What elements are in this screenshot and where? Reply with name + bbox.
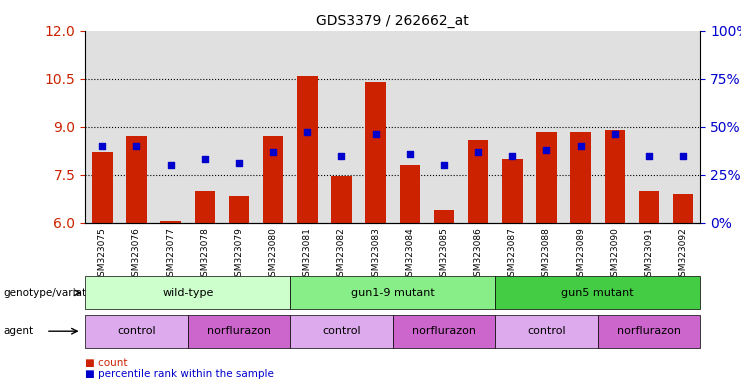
Bar <box>297 76 318 223</box>
Point <box>370 131 382 137</box>
Point <box>199 156 210 162</box>
Point <box>336 152 348 159</box>
Bar <box>365 82 386 223</box>
Point <box>643 152 655 159</box>
Bar <box>427 31 461 223</box>
Bar <box>263 136 283 223</box>
Text: control: control <box>322 326 361 336</box>
Bar <box>331 176 352 223</box>
Bar <box>119 31 153 223</box>
Text: control: control <box>527 326 566 336</box>
Bar <box>564 31 598 223</box>
Text: norflurazon: norflurazon <box>412 326 476 336</box>
Bar <box>502 159 522 223</box>
Bar <box>126 136 147 223</box>
Point <box>575 143 587 149</box>
Bar <box>359 31 393 223</box>
Bar <box>468 139 488 223</box>
Bar <box>433 210 454 223</box>
Point <box>268 149 279 155</box>
Bar <box>229 195 249 223</box>
Bar <box>256 31 290 223</box>
Bar <box>85 31 119 223</box>
Bar <box>529 31 564 223</box>
Text: genotype/variation: genotype/variation <box>4 288 103 298</box>
Bar <box>598 31 632 223</box>
Point <box>677 152 689 159</box>
Bar <box>222 31 256 223</box>
Bar <box>393 31 427 223</box>
Text: gun1-9 mutant: gun1-9 mutant <box>350 288 435 298</box>
Title: GDS3379 / 262662_at: GDS3379 / 262662_at <box>316 14 469 28</box>
Bar <box>605 130 625 223</box>
Point <box>233 160 245 166</box>
Point <box>165 162 176 168</box>
Point <box>472 149 484 155</box>
Text: gun5 mutant: gun5 mutant <box>562 288 634 298</box>
Text: control: control <box>117 326 156 336</box>
Bar <box>195 191 215 223</box>
Text: agent: agent <box>4 326 34 336</box>
Point <box>404 151 416 157</box>
Bar <box>639 191 659 223</box>
Bar <box>399 165 420 223</box>
Bar <box>160 221 181 223</box>
Text: wild-type: wild-type <box>162 288 213 298</box>
Bar <box>290 31 325 223</box>
Bar <box>153 31 187 223</box>
Point <box>540 147 552 153</box>
Point <box>96 143 108 149</box>
Text: norflurazon: norflurazon <box>617 326 681 336</box>
Bar <box>632 31 666 223</box>
Text: norflurazon: norflurazon <box>207 326 271 336</box>
Bar <box>536 132 556 223</box>
Bar <box>187 31 222 223</box>
Point <box>130 143 142 149</box>
Bar <box>571 132 591 223</box>
Bar <box>673 194 694 223</box>
Bar <box>325 31 359 223</box>
Point <box>506 152 518 159</box>
Bar <box>92 152 113 223</box>
Text: ■ count: ■ count <box>85 358 127 367</box>
Bar <box>461 31 495 223</box>
Bar <box>495 31 529 223</box>
Point <box>609 131 621 137</box>
Point <box>438 162 450 168</box>
Bar <box>666 31 700 223</box>
Text: ■ percentile rank within the sample: ■ percentile rank within the sample <box>85 369 274 379</box>
Point <box>302 129 313 136</box>
